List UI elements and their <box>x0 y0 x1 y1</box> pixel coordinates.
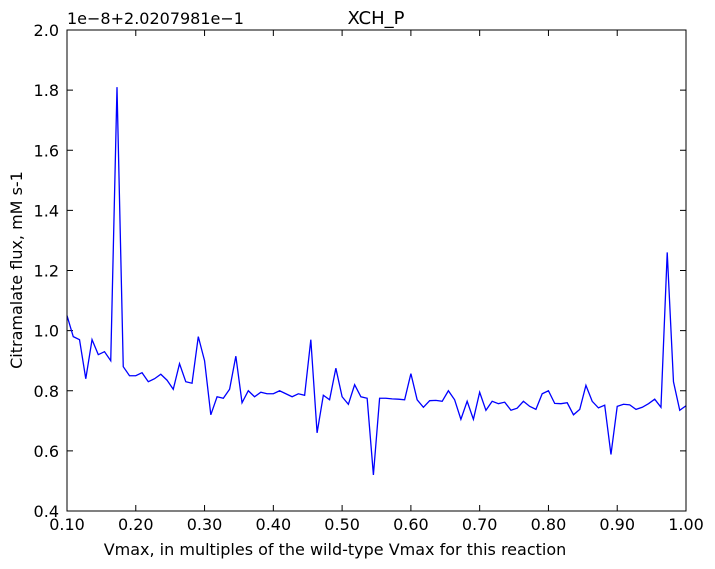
x-tick-label: 0.60 <box>393 515 429 534</box>
y-tick-label: 1.4 <box>34 201 59 220</box>
chart-title: XCH_P <box>348 8 405 29</box>
y-tick-label: 2.0 <box>34 21 59 40</box>
x-tick-label: 0.50 <box>324 515 360 534</box>
plot-frame <box>66 29 687 512</box>
y-tick-label: 0.6 <box>34 442 59 461</box>
x-tick-label: 0.80 <box>531 515 567 534</box>
y-tick-label: 1.2 <box>34 262 59 281</box>
offset-label: 1e−8+2.0207981e−1 <box>67 9 244 28</box>
x-tick-label: 0.70 <box>462 515 498 534</box>
x-axis-label: Vmax, in multiples of the wild-type Vmax… <box>104 540 567 559</box>
data-line <box>66 87 687 475</box>
x-tick-label: 0.90 <box>599 515 635 534</box>
y-tick-label: 1.6 <box>34 141 59 160</box>
y-tick-label: 0.8 <box>34 382 59 401</box>
x-tick-label: 0.10 <box>49 515 85 534</box>
y-tick-label: 0.4 <box>34 502 59 521</box>
x-tick-label: 0.20 <box>118 515 154 534</box>
x-tick-label: 1.00 <box>668 515 704 534</box>
y-tick-label: 1.8 <box>34 81 59 100</box>
x-tick-label: 0.40 <box>256 515 292 534</box>
y-tick-label: 1.0 <box>34 322 59 341</box>
y-axis-label: Citramalate flux, mM s-1 <box>7 171 26 369</box>
x-tick-label: 0.30 <box>187 515 223 534</box>
